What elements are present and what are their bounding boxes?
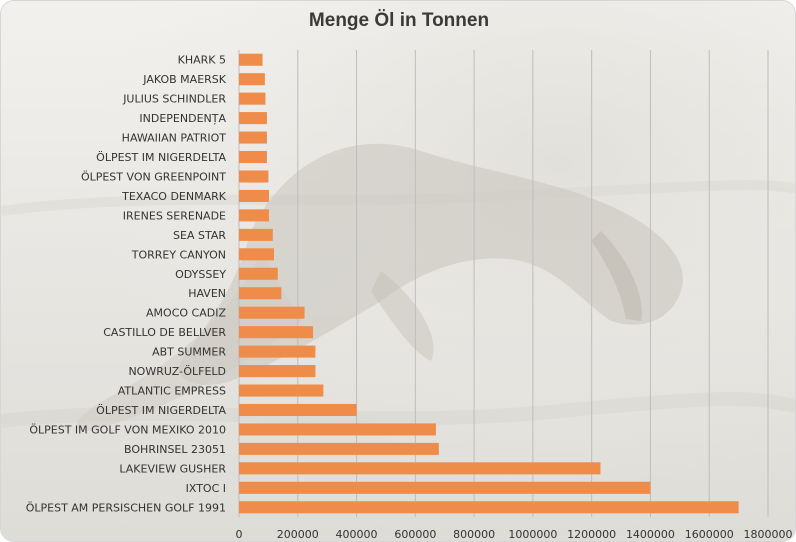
- category-label: CASTILLO DE BELLVER: [103, 326, 226, 339]
- category-label: ÖLPEST IM NIGERDELTA: [96, 151, 226, 164]
- bar: [239, 53, 263, 66]
- category-label: JAKOB MAERSK: [142, 73, 226, 86]
- bar: [239, 423, 436, 436]
- category-label: HAVEN: [188, 287, 226, 300]
- x-tick-label: 600000: [394, 528, 436, 541]
- bar: [239, 189, 269, 202]
- bar: [239, 150, 267, 164]
- category-label: BOHRINSEL 23051: [124, 443, 226, 456]
- category-label: TEXACO DENMARK: [121, 190, 227, 203]
- bar: [239, 73, 265, 86]
- chart-title: Menge Öl in Tonnen: [308, 10, 490, 31]
- bar: [239, 267, 278, 280]
- x-tick-label: 1800000: [744, 528, 793, 541]
- category-label: INDEPENDENȚA: [139, 112, 226, 125]
- category-label: JULIUS SCHINDLER: [122, 93, 226, 106]
- category-label: NOWRUZ-ÖLFELD: [128, 365, 226, 378]
- category-label: ÖLPEST AM PERSISCHEN GOLF 1991: [26, 501, 226, 514]
- bar: [239, 170, 269, 183]
- category-label: ÖLPEST VON GREENPOINT: [81, 170, 226, 183]
- x-tick-label: 1200000: [567, 528, 616, 541]
- bar: [239, 501, 739, 514]
- x-tick-label: 1400000: [626, 528, 675, 541]
- bar: [239, 326, 314, 339]
- bar: [239, 365, 316, 378]
- bar: [239, 209, 269, 222]
- bar: [239, 248, 274, 261]
- category-label: AMOCO CADIZ: [146, 307, 226, 320]
- bar: [239, 384, 324, 397]
- category-label: TORREY CANYON: [131, 248, 226, 261]
- x-tick-label: 0: [236, 528, 243, 541]
- category-label: ABT SUMMER: [152, 346, 226, 359]
- category-label: KHARK 5: [178, 54, 226, 67]
- category-label: IXTOC I: [186, 482, 226, 495]
- bar: [239, 92, 266, 105]
- bar: [239, 442, 439, 455]
- category-label: HAWAIIAN PATRIOT: [122, 132, 227, 145]
- x-tick-label: 1600000: [685, 528, 734, 541]
- category-label: SEA STAR: [173, 229, 226, 242]
- x-tick-label: 1000000: [508, 528, 557, 541]
- x-tick-label: 800000: [453, 528, 495, 541]
- category-label: IRENES SERENADE: [123, 209, 226, 222]
- bar: [239, 481, 651, 494]
- x-tick-label: 200000: [277, 528, 319, 541]
- bar: [239, 345, 316, 358]
- x-tick-label: 400000: [336, 528, 378, 541]
- bar: [239, 131, 267, 144]
- bar: [239, 462, 601, 475]
- category-label: ÖLPEST IM NIGERDELTA: [96, 404, 226, 417]
- category-label: ATLANTIC EMPRESS: [118, 385, 226, 398]
- bar: [239, 287, 282, 300]
- category-label: LAKEVIEW GUSHER: [119, 462, 226, 475]
- bar: [239, 306, 305, 319]
- bar: [239, 228, 273, 241]
- category-label: ÖLPEST IM GOLF VON MEXIKO 2010: [29, 423, 226, 436]
- bar: [239, 403, 357, 417]
- bar: [239, 112, 267, 125]
- category-label: ODYSSEY: [175, 268, 226, 281]
